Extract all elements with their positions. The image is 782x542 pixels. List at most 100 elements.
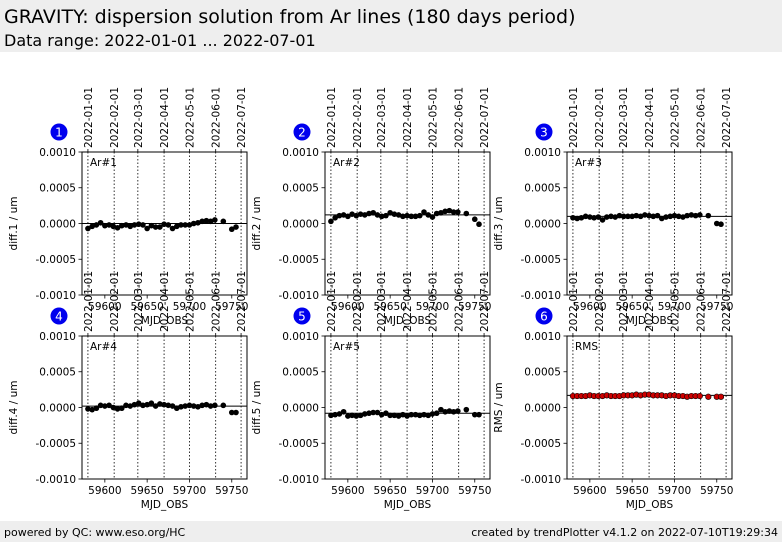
data-point bbox=[349, 211, 355, 218]
data-point bbox=[114, 224, 121, 231]
x-tick-label: 59650 bbox=[615, 485, 648, 497]
data-point bbox=[663, 214, 669, 220]
data-point bbox=[123, 222, 129, 228]
x-tick-label: 59600 bbox=[573, 485, 606, 497]
date-tick-label: 2022-03-01 bbox=[133, 87, 145, 148]
data-point bbox=[378, 213, 385, 220]
data-point bbox=[178, 403, 184, 410]
data-point bbox=[110, 404, 117, 411]
panel-label: Ar#3 bbox=[575, 157, 602, 169]
x-tick-label: 59700 bbox=[416, 301, 449, 313]
data-point bbox=[416, 212, 423, 219]
data-point bbox=[446, 207, 453, 214]
date-tick-label: 2022-03-01 bbox=[376, 87, 388, 148]
data-point bbox=[97, 219, 104, 226]
data-point bbox=[667, 213, 674, 220]
data-point bbox=[433, 410, 440, 417]
panel-5: 2022-01-01 2022-02-01 2022-03-01 2022-04-01… bbox=[251, 271, 491, 511]
date-tick-label: 2022-02-01 bbox=[594, 271, 606, 332]
panel-4: 2022-01-01 2022-02-01 2022-03-01 2022-04-01… bbox=[8, 271, 248, 511]
x-tick-label: 59650 bbox=[373, 301, 406, 313]
date-tick-label: 2022-01-01 bbox=[326, 87, 338, 148]
y-tick-label: 0.0005 bbox=[282, 183, 319, 195]
data-point bbox=[404, 413, 410, 419]
data-point bbox=[178, 222, 184, 228]
y-tick-label: 0.0000 bbox=[524, 218, 561, 230]
date-tick-label: 2022-06-01 bbox=[211, 87, 223, 148]
panel-label: Ar#5 bbox=[333, 341, 360, 353]
data-point bbox=[148, 400, 155, 407]
y-tick-label: -0.0010 bbox=[35, 290, 76, 302]
data-point bbox=[152, 224, 159, 230]
data-point bbox=[131, 222, 138, 228]
data-point bbox=[366, 410, 372, 417]
y-tick-label: 0.0005 bbox=[524, 183, 561, 195]
panel-label: Ar#4 bbox=[90, 341, 117, 353]
date-tick-label: 2022-02-01 bbox=[352, 271, 364, 332]
data-point bbox=[173, 223, 180, 230]
data-point bbox=[366, 210, 372, 217]
data-point bbox=[182, 222, 189, 228]
y-tick-label: -0.0010 bbox=[278, 474, 319, 486]
date-tick-label: 2022-03-01 bbox=[618, 87, 630, 148]
data-point bbox=[353, 212, 360, 219]
data-point bbox=[425, 212, 432, 218]
date-tick-label: 2022-06-01 bbox=[696, 87, 708, 148]
date-tick-label: 2022-04-01 bbox=[159, 271, 171, 332]
data-point bbox=[127, 223, 134, 230]
data-point bbox=[463, 406, 470, 413]
date-tick-label: 2022-03-01 bbox=[618, 271, 630, 332]
x-axis-label: MJD_OBS bbox=[626, 315, 674, 327]
panel-label: Ar#2 bbox=[333, 157, 360, 169]
data-point bbox=[332, 214, 338, 221]
y-tick-label: 0.0005 bbox=[39, 367, 76, 379]
date-tick-label: 2022-07-01 bbox=[479, 87, 491, 148]
date-tick-label: 2022-02-01 bbox=[109, 87, 121, 148]
data-point bbox=[463, 210, 470, 217]
data-point bbox=[203, 401, 210, 408]
y-tick-label: 0.0005 bbox=[524, 367, 561, 379]
data-point bbox=[85, 406, 91, 412]
panel-number-label: 5 bbox=[298, 309, 306, 323]
x-tick-label: 59750 bbox=[700, 301, 733, 313]
data-point bbox=[357, 412, 364, 419]
data-point bbox=[675, 213, 682, 220]
data-point bbox=[127, 403, 134, 409]
data-point bbox=[195, 219, 201, 226]
date-tick-label: 2022-05-01 bbox=[184, 271, 196, 332]
y-tick-label: -0.0010 bbox=[35, 474, 76, 486]
data-point bbox=[118, 405, 125, 412]
y-axis-label: diff.1 / um bbox=[8, 197, 20, 251]
data-point bbox=[391, 211, 398, 218]
data-point bbox=[625, 213, 631, 220]
data-point bbox=[642, 212, 648, 218]
data-point bbox=[416, 412, 423, 419]
date-tick-label: 2022-02-01 bbox=[352, 87, 364, 148]
data-point bbox=[135, 221, 142, 228]
x-tick-label: 59750 bbox=[458, 301, 491, 313]
panel-number-badge bbox=[50, 307, 68, 325]
data-point bbox=[680, 214, 686, 220]
date-tick-label: 2022-05-01 bbox=[669, 271, 681, 332]
footer-generator: created by trendPlotter v4.1.2 on 2022-0… bbox=[471, 526, 778, 539]
x-tick-label: 59600 bbox=[331, 485, 364, 497]
panel-number-badge bbox=[293, 123, 311, 141]
date-tick-label: 2022-05-01 bbox=[427, 271, 439, 332]
data-point bbox=[131, 401, 138, 408]
y-tick-label: 0.0000 bbox=[282, 218, 319, 230]
date-tick-label: 2022-07-01 bbox=[721, 87, 733, 148]
data-point bbox=[161, 221, 167, 228]
y-tick-label: -0.0005 bbox=[278, 438, 319, 450]
data-point bbox=[340, 212, 347, 218]
data-point bbox=[450, 408, 457, 415]
data-point bbox=[186, 402, 193, 409]
data-point bbox=[182, 403, 189, 409]
data-point bbox=[438, 406, 444, 413]
data-point bbox=[85, 225, 91, 232]
x-tick-label: 59750 bbox=[215, 301, 248, 313]
data-point bbox=[114, 406, 121, 412]
x-tick-label: 59700 bbox=[658, 485, 691, 497]
data-point bbox=[89, 223, 95, 230]
x-axis-label: MJD_OBS bbox=[141, 315, 189, 327]
date-tick-label: 2022-06-01 bbox=[454, 271, 466, 332]
